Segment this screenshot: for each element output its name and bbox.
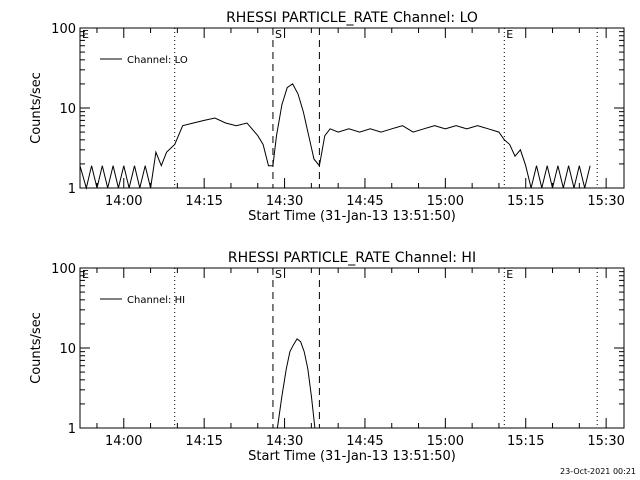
event-marker-label: S bbox=[275, 268, 282, 281]
y-tick-label: 10 bbox=[59, 342, 76, 357]
y-tick-label: 1 bbox=[68, 422, 76, 437]
x-tick-label: 14:30 bbox=[266, 194, 303, 209]
x-tick-label: 15:00 bbox=[427, 194, 464, 209]
x-tick-label: 14:15 bbox=[185, 194, 222, 209]
event-marker-label: E bbox=[82, 268, 89, 281]
y-tick-label: 1 bbox=[68, 182, 76, 197]
chart-title: RHESSI PARTICLE_RATE Channel: LO bbox=[226, 10, 478, 26]
legend-label: Channel: HI bbox=[127, 295, 185, 306]
event-marker-label: S bbox=[275, 28, 282, 41]
chart-panel-0: RHESSI PARTICLE_RATE Channel: LO 1 10 100 14… bbox=[29, 10, 625, 224]
x-tick-label: 15:30 bbox=[587, 194, 624, 209]
series-line bbox=[276, 338, 316, 429]
event-marker-label: E bbox=[82, 28, 89, 41]
event-marker-label: E bbox=[506, 28, 513, 41]
x-tick-label: 15:15 bbox=[507, 434, 544, 449]
y-tick-label: 100 bbox=[51, 262, 76, 277]
x-axis-label: Start Time (31-Jan-13 13:51:50) bbox=[248, 209, 456, 224]
x-tick-label: 14:45 bbox=[346, 434, 383, 449]
series-line bbox=[79, 83, 591, 190]
plot-frame bbox=[79, 267, 625, 429]
chart-title: RHESSI PARTICLE_RATE Channel: HI bbox=[228, 250, 476, 266]
x-tick-label: 14:30 bbox=[266, 434, 303, 449]
chart-panel-1: RHESSI PARTICLE_RATE Channel: HI 1 10 100 14… bbox=[29, 250, 625, 464]
x-tick-label: 15:30 bbox=[587, 434, 624, 449]
x-tick-label: 15:00 bbox=[427, 434, 464, 449]
x-tick-label: 14:45 bbox=[346, 194, 383, 209]
x-tick-label: 15:15 bbox=[507, 194, 544, 209]
y-tick-label: 100 bbox=[51, 22, 76, 37]
event-marker-label: E bbox=[506, 268, 513, 281]
x-tick-label: 14:15 bbox=[185, 434, 222, 449]
x-axis-label: Start Time (31-Jan-13 13:51:50) bbox=[248, 449, 456, 464]
legend-label: Channel: LO bbox=[127, 55, 188, 66]
timestamp: 23-Oct-2021 00:21 bbox=[560, 467, 636, 476]
x-tick-label: 14:00 bbox=[105, 434, 142, 449]
y-axis-label: Counts/sec bbox=[29, 312, 44, 384]
x-tick-label: 14:00 bbox=[105, 194, 142, 209]
y-axis-label: Counts/sec bbox=[29, 72, 44, 144]
y-tick-label: 10 bbox=[59, 102, 76, 117]
